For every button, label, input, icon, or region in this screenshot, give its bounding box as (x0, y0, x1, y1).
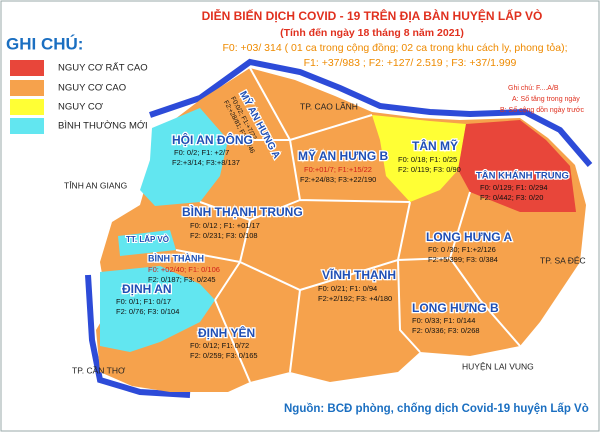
legend-swatch (10, 80, 44, 96)
region-name: MỸ AN HƯNG B (298, 148, 389, 163)
legend-label: NGUY CƠ (58, 102, 103, 113)
region-cyan (140, 108, 228, 206)
region-stat: F2:+3/14; F3:+8/137 (172, 158, 240, 167)
summary-f123: F1: +37/983 ; F2: +127/ 2.519 ; F3: +37/… (304, 57, 517, 69)
region-cyan (118, 230, 176, 256)
region-name: ĐỊNH AN (122, 282, 172, 296)
region-name: BÌNH THẠNH TRUNG (182, 204, 303, 219)
region-name: VĨNH THẠNH (322, 267, 396, 282)
boundary (249, 67, 291, 141)
legend-swatch (10, 118, 44, 134)
region-stat: F2: 0/119; F3: 0/90 (398, 165, 461, 174)
region-stat: F0: 0/2; F1: +2/7 (174, 148, 229, 157)
region-stat: F0: 0/12; F1: 0/72 (190, 341, 249, 350)
region-name: ĐỊNH YÊN (198, 325, 255, 340)
region-stat: F0: 0/12 ; F1: +01/17 (190, 221, 260, 230)
place-label: TP. CAO LÃNH (300, 101, 358, 111)
legend-title: GHI CHÚ: (6, 34, 83, 53)
summary-f0: F0: +03/ 314 ( 01 ca trong cộng đồng; 02… (222, 42, 567, 54)
region-stat: F0: +02/40; F1: 0/106 (148, 265, 220, 274)
legend-swatch (10, 60, 44, 76)
place-label: HUYỆN LAI VUNG (462, 361, 534, 371)
region-stat: F2:+5/399; F3: 0/384 (428, 255, 498, 264)
note-b: B: Số cộng dồn ngày trước (500, 105, 584, 114)
river (149, 58, 593, 167)
region-stat: F0:+01/7; F1:+15/22 (304, 165, 372, 174)
region-stat: F2: 0/187; F3: 0/245 (148, 275, 216, 284)
region-stat: F2: 0/76; F3: 0/104 (116, 307, 179, 316)
region-stat: F2: 0/259; F3: 0/165 (190, 351, 258, 360)
river (85, 274, 191, 398)
region-stat: F2:+24/83; F3:+22/190 (300, 175, 376, 184)
region-stat: F2: 0/336; F3: 0/268 (412, 326, 480, 335)
subtitle: (Tính đến ngày 18 tháng 8 năm 2021) (280, 27, 464, 39)
place-label: TP. CẦN THƠ (72, 365, 126, 375)
region-name: HỘI AN ĐÔNG (172, 132, 253, 147)
place-label: TỈNH AN GIANG (64, 179, 127, 190)
region-name: LONG HƯNG B (412, 301, 499, 315)
region-name: BÌNH THÀNH (148, 253, 204, 263)
legend-swatch (10, 99, 44, 115)
region-stat: F2:+2/192; F3: +4/180 (318, 294, 392, 303)
region-yellow (372, 115, 466, 202)
region-stat: F0: 0 /30; F1:+2/126 (428, 245, 496, 254)
place-label: TP. SA ĐÉC (540, 255, 586, 265)
region-name: TÂN MỸ (412, 138, 458, 153)
region-stat: F0: 0/129; F1: 0/294 (480, 183, 548, 192)
region-stat: F0: 0/18; F1: 0/25 (398, 155, 457, 164)
legend-label: NGUY CƠ RẤT CAO (58, 63, 148, 74)
region-stat: F0: 0/21; F1: 0/94 (318, 284, 377, 293)
legend-label: NGUY CƠ CAO (58, 83, 126, 94)
region-cyan (100, 266, 215, 352)
region-stat: F2: 0/442; F3: 0/20 (480, 193, 543, 202)
region-stat: F0: 0/1; F1: 0/17 (116, 297, 171, 306)
region-red (458, 120, 576, 212)
title: DIỄN BIẾN DỊCH COVID - 19 TRÊN ĐỊA BÀN H… (202, 8, 543, 23)
note-a: A: Số tăng trong ngày (512, 94, 580, 103)
region-name: LONG HƯNG A (426, 230, 513, 244)
legend-label: BÌNH THƯỜNG MỚI (58, 121, 148, 132)
region-stat: F0: 0/33; F1: 0/144 (412, 316, 475, 325)
region-stat: F2: 0/231; F3: 0/108 (190, 231, 258, 240)
place-label: TT. LẤP VÒ (126, 234, 169, 244)
region-name: TÂN KHÁNH TRUNG (476, 170, 569, 182)
source: Nguồn: BCĐ phòng, chống dịch Covid-19 hu… (284, 403, 589, 415)
note-title: Ghi chú: F....A/B (508, 85, 559, 92)
